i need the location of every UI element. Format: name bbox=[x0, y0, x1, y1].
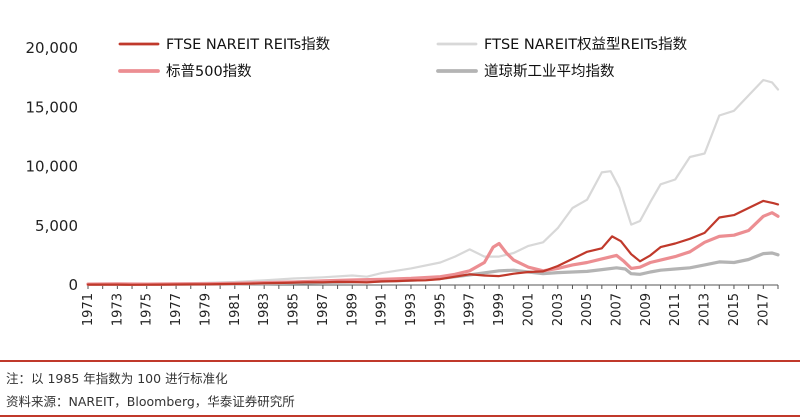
series-line bbox=[86, 211, 780, 286]
y-axis: 0 5,000 10,000 15,000 20,000 bbox=[26, 39, 79, 294]
footnote: 注：以 1985 年指数为 100 进行标准化 bbox=[6, 371, 228, 386]
x-tick-label: 2009 bbox=[639, 293, 654, 326]
x-tick-label: 1973 bbox=[110, 293, 125, 326]
x-tick-label: 1987 bbox=[316, 293, 331, 326]
y-tick-label: 0 bbox=[68, 276, 78, 294]
legend: FTSE NAREIT REITs指数 FTSE NAREIT权益型REITs指数… bbox=[118, 36, 688, 80]
x-tick-label: 2001 bbox=[521, 293, 536, 326]
y-tick-label: 15,000 bbox=[26, 98, 79, 116]
x-tick-label: 2015 bbox=[727, 293, 742, 326]
series-line bbox=[86, 78, 780, 286]
x-tick-label: 1979 bbox=[198, 293, 213, 326]
legend-label: FTSE NAREIT REITs指数 bbox=[166, 36, 331, 53]
legend-label: 标普500指数 bbox=[166, 63, 252, 80]
x-tick-label: 1985 bbox=[287, 293, 302, 326]
footer-top-rule bbox=[0, 360, 800, 362]
x-tick-label: 1983 bbox=[257, 293, 272, 326]
x-tick-label: 1999 bbox=[492, 293, 507, 326]
y-tick-label: 20,000 bbox=[26, 39, 79, 57]
x-tick-label: 2011 bbox=[668, 293, 683, 326]
source-note: 资料来源：NAREIT，Bloomberg，华泰证券研究所 bbox=[6, 394, 295, 409]
y-tick-label: 10,000 bbox=[26, 158, 79, 176]
x-tick-label: 1977 bbox=[169, 293, 184, 326]
series-lines bbox=[86, 78, 780, 286]
x-tick-label: 2003 bbox=[551, 293, 566, 326]
series-line bbox=[86, 199, 780, 286]
y-tick-label: 5,000 bbox=[35, 217, 78, 235]
x-tick-label: 1991 bbox=[375, 293, 390, 326]
x-tick-label: 1975 bbox=[140, 293, 155, 326]
x-tick-label: 2007 bbox=[610, 293, 625, 326]
x-tick-label: 1981 bbox=[228, 293, 243, 326]
x-tick-label: 2005 bbox=[580, 293, 595, 326]
x-tick-label: 1993 bbox=[404, 293, 419, 326]
legend-label: FTSE NAREIT权益型REITs指数 bbox=[484, 36, 688, 53]
footer-bottom-rule bbox=[0, 415, 800, 417]
x-tick-label: 1971 bbox=[81, 293, 96, 326]
legend-label: 道琼斯工业平均指数 bbox=[484, 63, 615, 80]
x-tick-label: 1997 bbox=[463, 293, 478, 326]
x-tick-label: 2013 bbox=[698, 293, 713, 326]
x-tick-label: 1989 bbox=[345, 293, 360, 326]
x-tick-label: 1995 bbox=[433, 293, 448, 326]
x-axis: 1971 1973 1975 1977 1979 1981 1983 1985 1987 1989… bbox=[81, 284, 779, 326]
x-tick-label: 2017 bbox=[756, 293, 771, 326]
